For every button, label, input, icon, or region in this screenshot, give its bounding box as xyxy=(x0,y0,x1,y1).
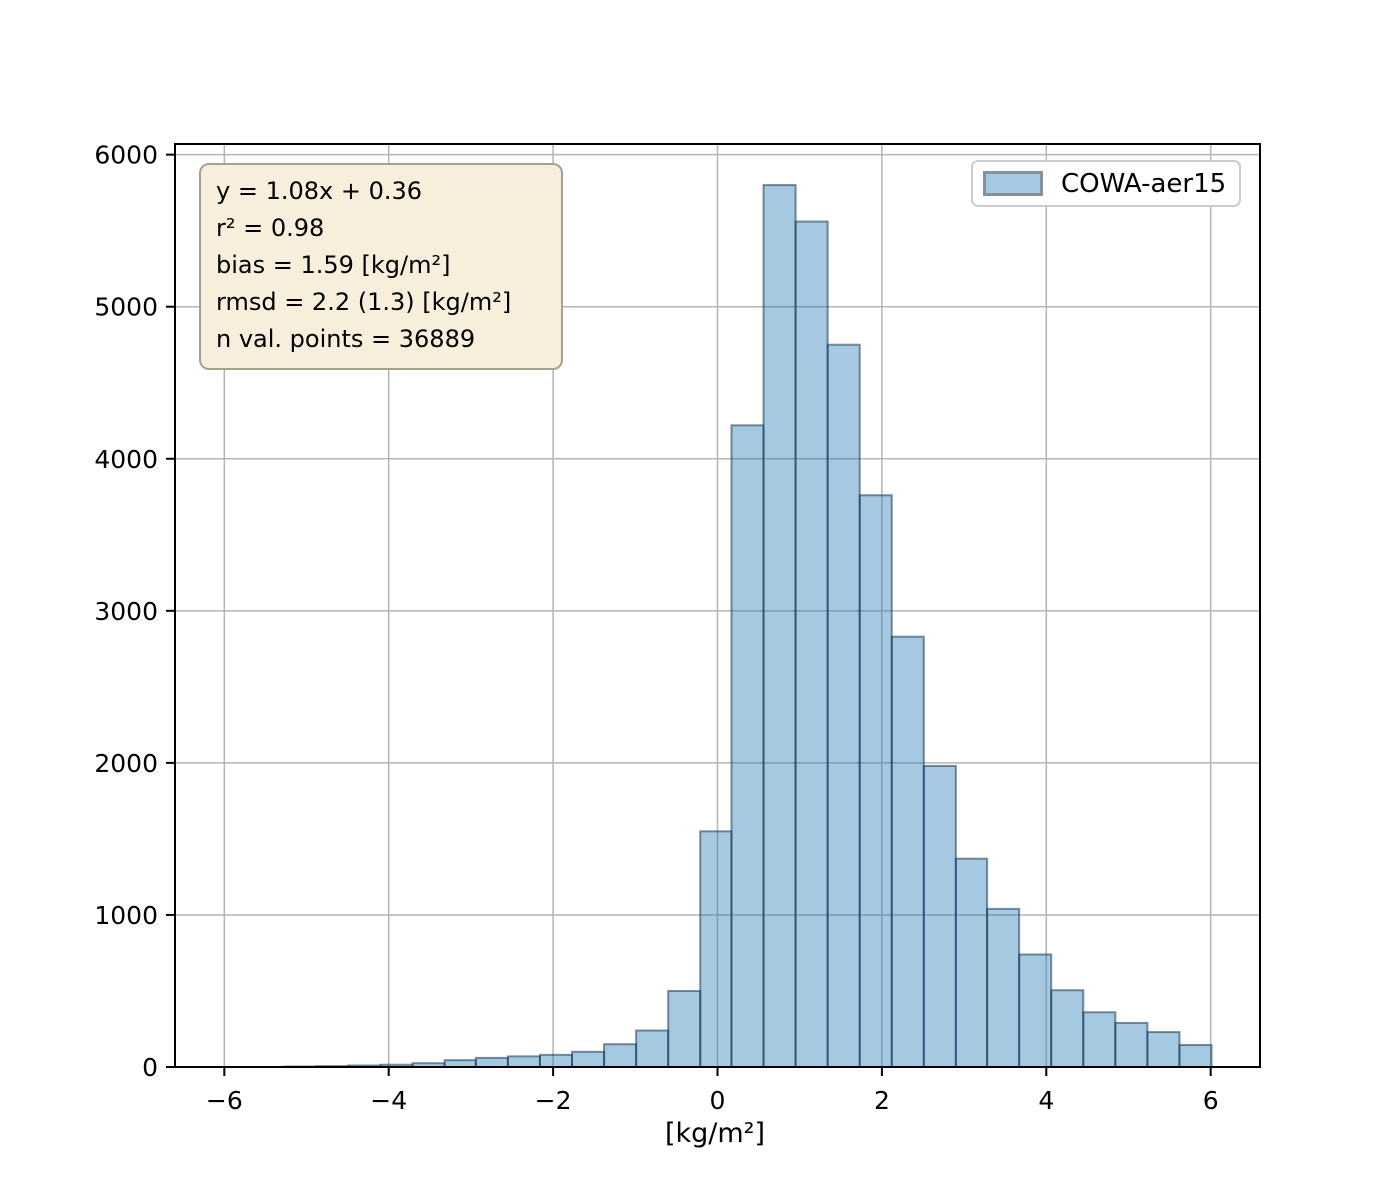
stats-line-rmsd: rmsd = 2.2 (1.3) [kg/m²] xyxy=(216,288,512,316)
x-tick-label: −4 xyxy=(370,1086,407,1115)
x-tick-label: 6 xyxy=(1203,1086,1219,1115)
histogram-bar xyxy=(730,424,765,1069)
histogram-bar xyxy=(635,1029,670,1068)
x-tick-label: −2 xyxy=(535,1086,572,1115)
legend-swatch-icon xyxy=(983,171,1043,196)
y-tick-label: 5000 xyxy=(94,293,158,322)
y-tick-label: 0 xyxy=(142,1053,158,1082)
histogram-bar xyxy=(1082,1011,1117,1069)
histogram-bar xyxy=(699,830,733,1068)
histogram-bar xyxy=(794,220,829,1069)
x-tick-label: 2 xyxy=(874,1086,890,1115)
x-tick-label: −6 xyxy=(206,1086,243,1115)
plot-frame xyxy=(174,143,1261,1068)
histogram-bar xyxy=(474,1056,509,1069)
histogram-bar xyxy=(538,1053,574,1068)
legend-label: COWA-aer15 xyxy=(1061,168,1227,199)
histogram-bar xyxy=(667,989,702,1068)
x-tick-label: 4 xyxy=(1038,1086,1054,1115)
histogram-bar xyxy=(1114,1021,1149,1068)
stats-line-bias: bias = 1.59 [kg/m²] xyxy=(216,251,451,279)
histogram-bar xyxy=(762,184,797,1068)
y-tick-label: 4000 xyxy=(94,445,158,474)
legend: COWA-aer15 xyxy=(971,160,1241,207)
histogram-bar xyxy=(858,494,893,1068)
y-tick-label: 1000 xyxy=(94,901,158,930)
stats-line-n-points: n val. points = 36889 xyxy=(216,325,476,353)
y-tick-label: 3000 xyxy=(94,597,158,626)
histogram-bar xyxy=(443,1059,477,1069)
histogram-bar xyxy=(1050,989,1085,1068)
histogram-bar xyxy=(826,343,861,1069)
y-tick-label: 6000 xyxy=(94,141,158,170)
histogram-bar xyxy=(1178,1043,1213,1069)
histogram-bar xyxy=(954,857,989,1069)
x-axis-label: [kg/m²] xyxy=(664,1118,766,1149)
histogram-bar xyxy=(986,907,1021,1069)
histogram-bar xyxy=(1018,953,1053,1069)
histogram-bar xyxy=(603,1043,638,1069)
x-tick-label: 0 xyxy=(710,1086,726,1115)
stats-line-r2: r² = 0.98 xyxy=(216,214,325,242)
histogram-bar xyxy=(506,1055,541,1068)
histogram-bar xyxy=(1146,1031,1181,1069)
histogram-bar xyxy=(571,1050,606,1068)
histogram-bar xyxy=(922,764,957,1068)
stats-annotation-box: y = 1.08x + 0.36 r² = 0.98 bias = 1.59 [… xyxy=(199,163,563,370)
y-tick-label: 2000 xyxy=(94,749,158,778)
stats-line-equation: y = 1.08x + 0.36 xyxy=(216,177,423,205)
histogram-bar xyxy=(890,635,925,1069)
